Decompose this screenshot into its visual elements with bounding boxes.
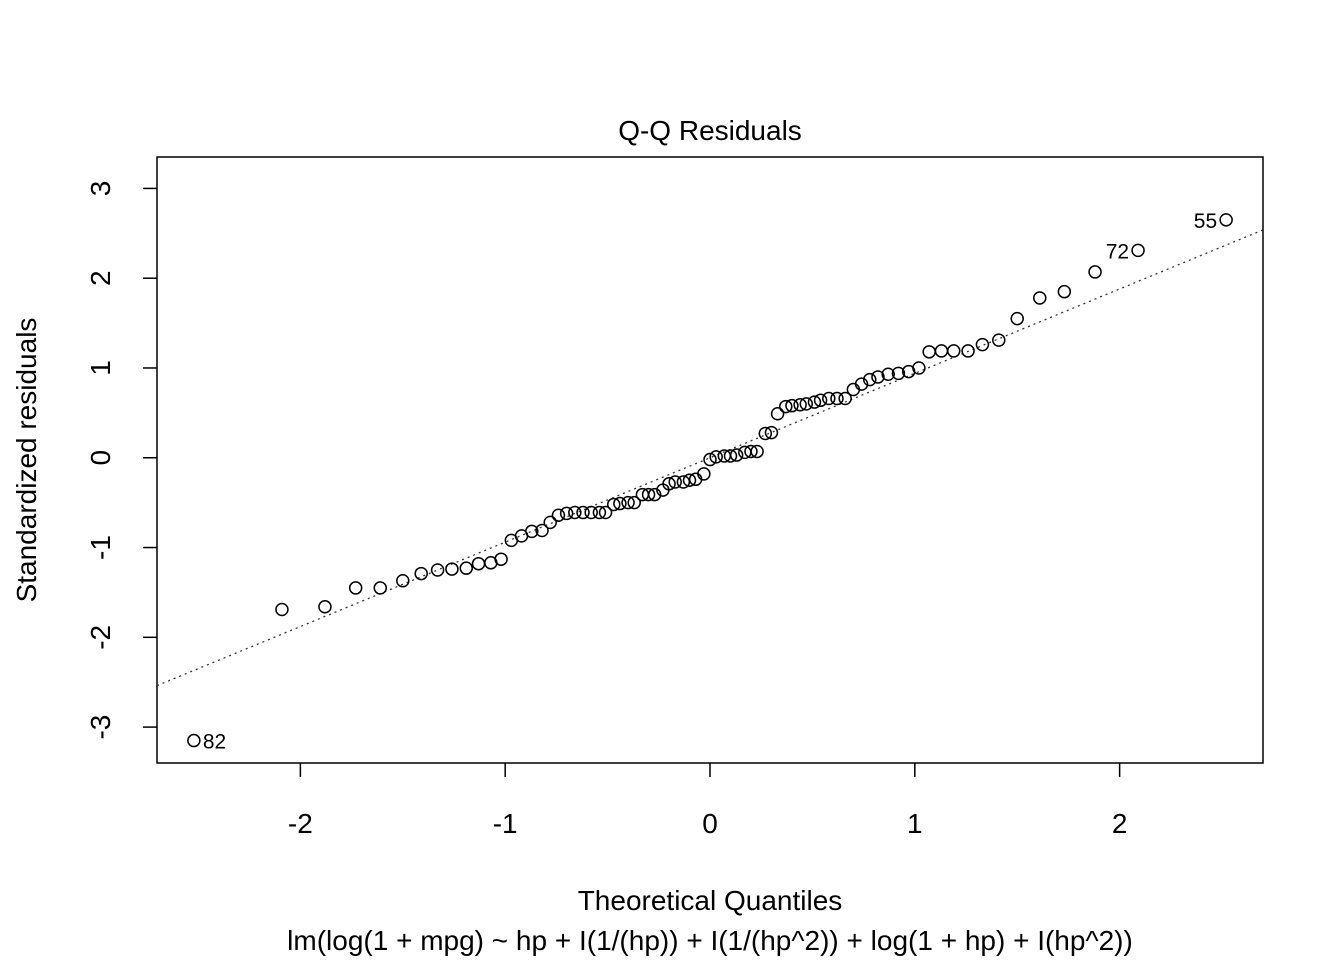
data-point [723, 449, 738, 463]
data-point [729, 448, 744, 462]
data-point [744, 444, 758, 459]
y-tick-label: -2 [85, 625, 116, 650]
data-point [1088, 265, 1102, 279]
data-point [1219, 213, 1233, 227]
point-label: 55 [1194, 210, 1217, 233]
data-point [576, 505, 590, 520]
data-point [662, 477, 676, 491]
y-tick-label: 1 [85, 360, 116, 376]
y-tick-label: -3 [85, 715, 116, 740]
data-point [551, 508, 566, 522]
data-point [606, 497, 621, 512]
data-point [750, 444, 764, 459]
data-point [471, 556, 486, 571]
data-point [647, 487, 662, 502]
data-point [1033, 291, 1047, 305]
data-point [793, 398, 807, 412]
y-tick-label: -1 [85, 535, 116, 560]
x-tick-label: 2 [1112, 808, 1128, 839]
data-point [854, 377, 869, 391]
data-point [668, 475, 682, 489]
x-tick-label: 1 [907, 808, 923, 839]
data-point [598, 505, 613, 520]
data-point [525, 524, 539, 539]
x-tick-label: 0 [702, 808, 718, 839]
data-point [697, 467, 711, 481]
data-point [430, 563, 445, 577]
reference-line-layer [156, 229, 1264, 687]
data-point [830, 391, 844, 406]
data-point [318, 600, 332, 614]
data-point [807, 395, 822, 409]
data-point [785, 398, 799, 413]
data-point [822, 391, 836, 406]
data-point [934, 344, 949, 358]
data-point [613, 496, 627, 511]
data-point [459, 561, 474, 575]
data-point [414, 566, 428, 581]
data-point [779, 399, 793, 414]
plot-frame [156, 156, 1264, 764]
data-point [396, 574, 410, 588]
y-axis-title: Standardized residuals [11, 318, 42, 603]
data-point [1057, 284, 1072, 299]
data-point [912, 361, 926, 375]
point-label: 72 [1106, 240, 1129, 263]
data-point [891, 366, 906, 381]
data-point [961, 344, 975, 358]
data-point [1010, 311, 1024, 326]
data-point [975, 337, 990, 352]
model-formula-subtitle: lm(log(1 + mpg) ~ hp + I(1/(hp)) + I(1/(… [287, 925, 1133, 956]
data-point [838, 391, 852, 406]
y-tick-label: 3 [85, 181, 116, 197]
x-axis: -2 -1 0 1 2 [288, 763, 1128, 839]
data-point [992, 333, 1006, 347]
data-point [703, 452, 717, 467]
data-point [641, 487, 656, 502]
data-point [348, 581, 363, 595]
data-point [621, 495, 635, 510]
data-point [627, 495, 641, 510]
point-labels: 82 72 55 [203, 210, 1217, 754]
data-point [1131, 243, 1145, 258]
data-point [709, 450, 723, 464]
x-axis-title: Theoretical Quantiles [578, 885, 843, 916]
data-point [568, 505, 582, 520]
data-point [535, 523, 549, 538]
x-tick-label: -2 [288, 808, 313, 839]
data-point [494, 552, 508, 566]
data-point [275, 602, 289, 617]
data-point [813, 393, 828, 408]
data-point [584, 505, 598, 520]
data-point [871, 370, 885, 384]
data-point [922, 345, 936, 359]
data-point [676, 475, 691, 489]
data-point [799, 397, 814, 411]
data-point [592, 505, 607, 520]
data-point [863, 372, 877, 387]
x-tick-label: -1 [493, 808, 518, 839]
data-point [187, 733, 201, 748]
data-point [770, 407, 785, 421]
y-tick-label: 0 [85, 450, 116, 466]
data-point [946, 344, 961, 358]
data-point [445, 562, 459, 576]
qq-reference-line [156, 229, 1264, 687]
data-point [543, 515, 557, 530]
data-point [559, 506, 574, 521]
data-point [764, 425, 779, 440]
data-point [758, 426, 773, 441]
data-point [682, 473, 697, 487]
y-axis: -3 -2 -1 0 1 2 3 [85, 181, 157, 740]
y-tick-label: 2 [85, 270, 116, 286]
point-label: 82 [203, 731, 226, 754]
data-point [373, 581, 387, 595]
data-points [187, 213, 1233, 748]
chart-title: Q-Q Residuals [618, 115, 802, 146]
data-point [881, 367, 895, 382]
